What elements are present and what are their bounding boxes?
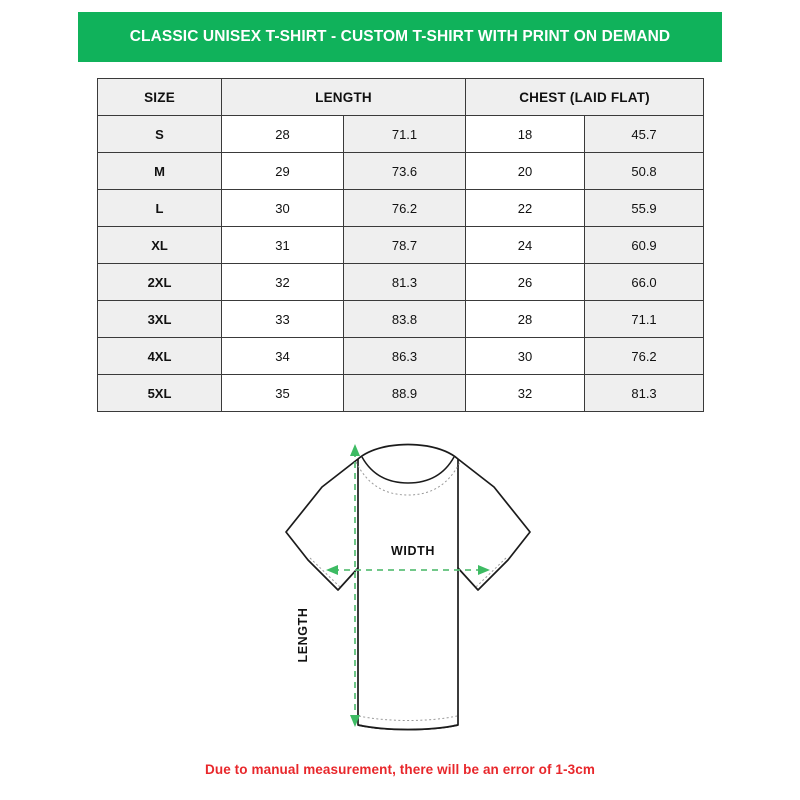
cell-chest-in: 32: [465, 374, 586, 412]
cell-length-cm: 73.6: [342, 152, 467, 190]
cell-size: 2XL: [97, 263, 222, 301]
cell-chest-in: 24: [465, 226, 586, 264]
cell-chest-in: 22: [465, 189, 586, 227]
tshirt-outline: [285, 443, 531, 731]
cell-chest-cm: 60.9: [584, 226, 705, 264]
cell-length-in: 32: [221, 263, 344, 301]
cell-size: 3XL: [97, 300, 222, 338]
chart-title: CLASSIC UNISEX T-SHIRT - CUSTOM T-SHIRT …: [129, 28, 671, 45]
table-row: 3XL 33 83.8 28 71.1: [97, 300, 705, 338]
cell-length-cm: 76.2: [342, 189, 467, 227]
cell-size: M: [97, 152, 222, 190]
cell-length-cm: 81.3: [342, 263, 467, 301]
measurement-disclaimer: Due to manual measurement, there will be…: [205, 762, 595, 777]
size-chart-table: SIZE LENGTH CHEST (LAID FLAT) S 28 71.1 …: [97, 78, 705, 412]
cell-size: XL: [97, 226, 222, 264]
bottom-hem: [357, 724, 459, 731]
cell-length-in: 30: [221, 189, 344, 227]
cell-length-cm: 78.7: [342, 226, 467, 264]
collar-outline: [361, 456, 455, 484]
cell-length-in: 28: [221, 115, 344, 153]
table-row: S 28 71.1 18 45.7: [97, 115, 705, 153]
table-row: L 30 76.2 22 55.9: [97, 189, 705, 227]
cell-size: 4XL: [97, 337, 222, 375]
cell-chest-cm: 71.1: [584, 300, 705, 338]
table-header: SIZE LENGTH CHEST (LAID FLAT): [97, 78, 705, 116]
cell-chest-in: 20: [465, 152, 586, 190]
cell-length-cm: 71.1: [342, 115, 467, 153]
length-label: LENGTH: [296, 608, 310, 663]
cell-length-in: 35: [221, 374, 344, 412]
cell-length-cm: 83.8: [342, 300, 467, 338]
cell-chest-cm: 45.7: [584, 115, 705, 153]
cell-chest-in: 28: [465, 300, 586, 338]
cell-length-in: 33: [221, 300, 344, 338]
cell-length-cm: 86.3: [342, 337, 467, 375]
cell-chest-cm: 81.3: [584, 374, 705, 412]
column-header-length: LENGTH: [220, 78, 467, 116]
bottom-hem-stitch: [358, 715, 458, 721]
cell-chest-cm: 66.0: [584, 263, 705, 301]
cell-chest-in: 26: [465, 263, 586, 301]
width-label: WIDTH: [391, 544, 435, 558]
table-row: 5XL 35 88.9 32 81.3: [97, 374, 705, 412]
column-header-chest: CHEST (LAID FLAT): [465, 78, 705, 116]
table-header-row: SIZE LENGTH CHEST (LAID FLAT): [97, 78, 705, 116]
cell-chest-cm: 50.8: [584, 152, 705, 190]
table-row: 4XL 34 86.3 30 76.2: [97, 337, 705, 375]
cell-length-in: 29: [221, 152, 344, 190]
cell-chest-cm: 55.9: [584, 189, 705, 227]
table-body: S 28 71.1 18 45.7 M 29 73.6 20 50.8 L 30…: [97, 115, 705, 412]
cell-chest-in: 18: [465, 115, 586, 153]
cell-chest-in: 30: [465, 337, 586, 375]
length-arrow-top: [350, 444, 360, 456]
table-row: 2XL 32 81.3 26 66.0: [97, 263, 705, 301]
size-chart-table-container: SIZE LENGTH CHEST (LAID FLAT) S 28 71.1 …: [97, 78, 705, 412]
cell-length-in: 34: [221, 337, 344, 375]
cell-size: S: [97, 115, 222, 153]
table-row: M 29 73.6 20 50.8: [97, 152, 705, 190]
cell-size: L: [97, 189, 222, 227]
width-arrow-right: [478, 565, 490, 575]
width-arrow-left: [326, 565, 338, 575]
cell-size: 5XL: [97, 374, 222, 412]
chart-title-banner: CLASSIC UNISEX T-SHIRT - CUSTOM T-SHIRT …: [78, 12, 722, 62]
cell-length-cm: 88.9: [342, 374, 467, 412]
column-header-size: SIZE: [97, 78, 222, 116]
tshirt-diagram: LENGTH WIDTH: [230, 435, 575, 745]
cell-chest-cm: 76.2: [584, 337, 705, 375]
table-row: XL 31 78.7 24 60.9: [97, 226, 705, 264]
length-arrow-bottom: [350, 715, 360, 727]
cell-length-in: 31: [221, 226, 344, 264]
